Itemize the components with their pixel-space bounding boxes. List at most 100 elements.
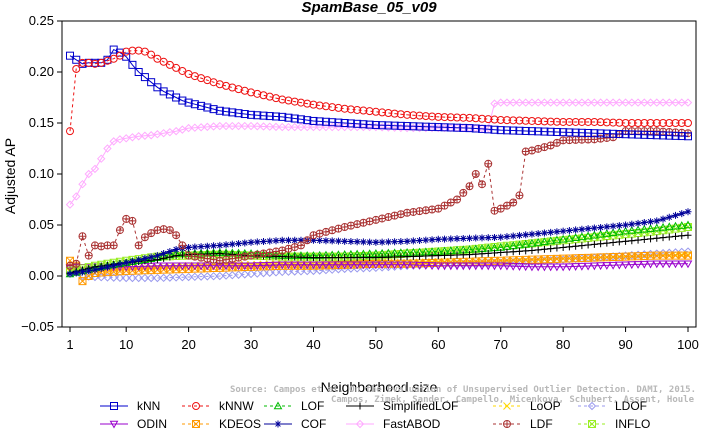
watermark-line-1: Source: Campos et al. On the Evaluation … (230, 384, 696, 395)
data-point (434, 235, 442, 243)
data-point (509, 248, 517, 256)
data-point (503, 248, 511, 256)
data-point (166, 248, 174, 256)
data-point (453, 251, 461, 259)
data-point (515, 191, 524, 200)
data-point (497, 249, 505, 257)
data-point (634, 219, 642, 227)
data-point (621, 130, 630, 139)
data-point (522, 231, 530, 239)
data-point (558, 234, 568, 243)
data-point (253, 89, 262, 98)
data-point (247, 238, 255, 246)
data-point (578, 242, 586, 250)
data-point (153, 83, 162, 92)
data-point (72, 55, 81, 64)
data-point (384, 213, 393, 222)
data-point (72, 64, 81, 73)
data-point (66, 127, 74, 136)
data-point (684, 132, 692, 141)
data-point (615, 222, 623, 230)
y-tick-label: 0.15 (29, 115, 54, 130)
data-point (565, 233, 574, 242)
data-point (458, 262, 468, 271)
data-point (172, 252, 180, 260)
data-point (640, 119, 649, 127)
data-point (390, 261, 399, 270)
data-point (396, 110, 405, 119)
data-point (628, 237, 636, 245)
data-point (640, 130, 649, 139)
data-point (677, 221, 687, 229)
legend-item-odin: ODIN (100, 417, 167, 431)
data-point (309, 261, 318, 270)
data-point (671, 119, 680, 127)
x-tick-label: 1 (66, 337, 73, 352)
data-point (128, 60, 137, 69)
data-point (309, 116, 318, 125)
data-point (240, 270, 249, 279)
data-point (91, 266, 99, 274)
data-point (234, 262, 243, 271)
data-point (153, 54, 162, 63)
data-point (677, 119, 686, 127)
data-point (496, 262, 506, 271)
data-point (309, 100, 318, 109)
data-point (483, 262, 493, 271)
legend-label: INFLO (615, 417, 650, 431)
data-point (66, 51, 74, 60)
data-point (421, 122, 430, 131)
series-simplifiedlof (66, 231, 692, 277)
data-point (353, 220, 362, 229)
data-point (209, 105, 218, 114)
data-point (290, 114, 299, 123)
data-point (178, 262, 187, 271)
data-point (284, 96, 293, 105)
data-point (453, 123, 462, 132)
data-point (515, 231, 523, 239)
legend-item-simplifiedlof: SimplifiedLOF (346, 399, 458, 413)
data-point (209, 122, 218, 131)
data-point (165, 262, 175, 271)
data-point (359, 120, 368, 129)
x-tick-label: 60 (431, 337, 445, 352)
data-point (141, 254, 149, 262)
data-point (471, 114, 480, 123)
data-point (565, 128, 574, 137)
data-point (197, 243, 205, 251)
data-point (646, 98, 655, 107)
data-point (466, 251, 474, 259)
data-point (422, 236, 430, 244)
data-point (109, 54, 118, 63)
data-point (609, 222, 617, 230)
data-point (577, 232, 587, 241)
data-point (671, 260, 680, 269)
data-point (527, 116, 536, 125)
data-point (665, 119, 674, 127)
data-point (546, 263, 556, 272)
data-point (171, 262, 181, 271)
data-point (122, 259, 130, 267)
data-point (583, 231, 593, 240)
data-point (397, 238, 405, 246)
data-point (253, 238, 261, 246)
data-point (490, 262, 499, 271)
data-point (528, 230, 536, 238)
data-point (465, 113, 474, 122)
data-point (490, 115, 499, 124)
data-point (253, 111, 262, 120)
data-point (372, 254, 380, 262)
data-point (246, 262, 256, 271)
x-axis-title: Neighborhood size (321, 379, 438, 395)
data-point (346, 261, 356, 270)
data-point (159, 57, 168, 66)
data-point (540, 127, 549, 136)
data-point (165, 273, 175, 282)
data-point (471, 124, 480, 133)
data-point (296, 98, 305, 107)
data-point (321, 102, 330, 111)
data-point (184, 123, 193, 133)
data-point (403, 237, 411, 245)
legend-item-kdeos: KDEOS (182, 417, 261, 431)
data-point (621, 261, 630, 270)
